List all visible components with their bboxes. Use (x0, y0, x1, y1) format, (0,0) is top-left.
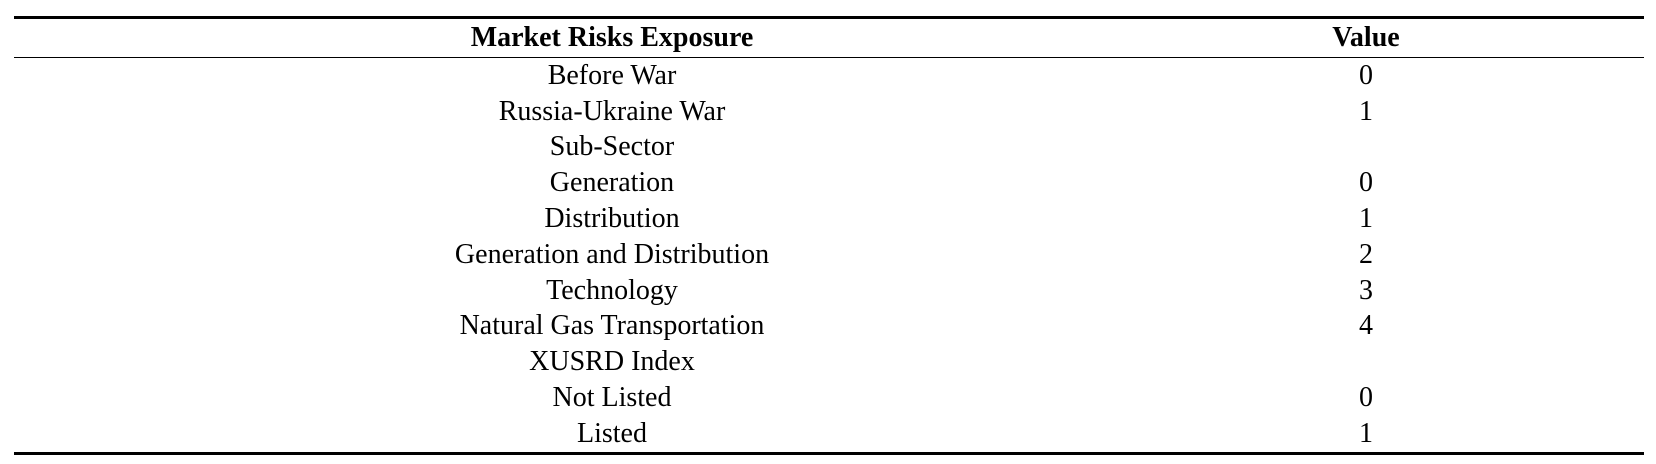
row-value: 1 (1359, 203, 1373, 235)
row-label: Listed (577, 417, 647, 449)
row-value: 0 (1359, 167, 1373, 199)
market-risks-table: Market Risks Exposure Value Before War 0… (14, 16, 1644, 455)
row-label: Technology (546, 274, 678, 306)
row-label: Before War (547, 59, 677, 91)
row-value: 4 (1359, 310, 1373, 342)
row-label: Natural Gas Transportation (459, 310, 765, 342)
table-header-row: Market Risks Exposure Value (14, 19, 1644, 57)
table-row: Technology 3 (14, 273, 1644, 309)
row-value: 0 (1359, 59, 1373, 91)
row-value: 1 (1359, 95, 1373, 127)
row-value: 3 (1359, 274, 1373, 306)
table-row: Listed 1 (14, 416, 1644, 452)
header-label-text: Market Risks Exposure (470, 22, 754, 53)
table-row: Before War 0 (14, 58, 1644, 94)
row-label: Generation and Distribution (454, 238, 770, 270)
row-label: Sub-Sector (549, 131, 675, 163)
table-row: Natural Gas Transportation 4 (14, 309, 1644, 345)
row-label: XUSRD Index (529, 346, 695, 378)
table-row: Generation and Distribution 2 (14, 237, 1644, 273)
table-row: Sub-Sector (14, 130, 1644, 166)
table-row: XUSRD Index (14, 344, 1644, 380)
row-label: Generation (549, 167, 675, 199)
table-bottom-rule (14, 451, 1644, 455)
table-body: Before War 0 Russia-Ukraine War 1 Sub-Se… (14, 58, 1644, 452)
header-cell-label: Market Risks Exposure (14, 24, 1314, 52)
header-cell-value: Value (1314, 24, 1644, 52)
table-row: Russia-Ukraine War 1 (14, 94, 1644, 130)
table-row: Not Listed 0 (14, 380, 1644, 416)
table-header-rule (14, 57, 1644, 58)
table-row: Distribution 1 (14, 201, 1644, 237)
table-top-rule (14, 16, 1644, 19)
header-value-text: Value (1332, 22, 1400, 53)
row-value: 1 (1359, 417, 1373, 449)
row-label: Russia-Ukraine War (498, 95, 726, 127)
row-value: 2 (1359, 238, 1373, 270)
row-label: Not Listed (552, 382, 672, 414)
table-row: Generation 0 (14, 165, 1644, 201)
row-value: 0 (1359, 382, 1373, 414)
row-label: Distribution (544, 203, 680, 235)
